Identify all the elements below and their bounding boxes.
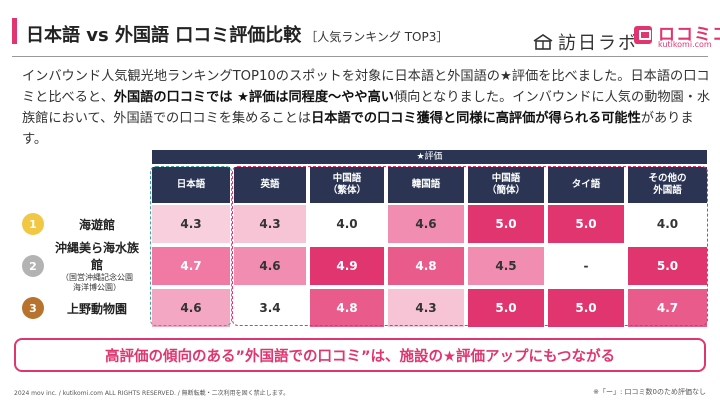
rank-badge: 2 [22,255,44,277]
rating-cell: 4.3 [234,205,306,243]
rating-cell: 5.0 [548,289,624,327]
rating-cell: 4.7 [628,289,707,327]
rating-cell: 4.6 [152,289,230,327]
rating-cell: 5.0 [468,289,544,327]
rating-cell: 4.9 [310,247,384,285]
row-label: 上野動物園 [52,289,142,327]
title-accent-bar [12,18,17,44]
houjin-labo-text: 訪日ラボ [558,33,638,54]
rating-cell: 4.6 [388,205,464,243]
kutikomi-chat-icon [634,26,652,44]
rating-cell: 4.3 [388,289,464,327]
rating-cell: 4.0 [628,205,707,243]
column-header: 英語 [234,167,306,203]
intro-bold-2: 日本語での口コミ獲得と同様に高評価が得られる可能性 [311,111,641,126]
foreign-columns-frame [232,166,708,326]
column-header: 日本語 [152,167,230,203]
intro-text-1: インバウンド人気観光地ランキングTOP10のスポットを対象に日本語と外国語の★評… [22,69,710,105]
column-header: 中国語 （簡体） [468,167,544,203]
row-label: 海遊館 [52,205,142,243]
footer-note: ※「ー」: 口コミ数0のため評価なし [593,388,706,396]
rating-cell: 4.0 [310,205,384,243]
title-bar: 日本語 vs 外国語 口コミ評価比較 ［人気ランキング TOP3］ 訪日ラボ ロコ… [12,0,720,56]
kutikomi-url: kutikomi.com [658,40,712,49]
japanese-column-frame [150,166,232,326]
kutikomi-name: ロコミコム [658,25,720,45]
rating-cell: 4.8 [388,247,464,285]
column-header: その他の 外国語 [628,167,707,203]
rating-header-band: ★評価 [152,150,707,164]
rating-cell: 4.8 [310,289,384,327]
intro-bold-1: 外国語の口コミでは ★評価は同程度〜やや高い [113,90,394,105]
conclusion-callout: 高評価の傾向のある”外国語での口コミ”は、施設の★評価アップにもつながる [14,338,706,372]
rating-cell: - [548,247,624,285]
intro-paragraph: インバウンド人気観光地ランキングTOP10のスポットを対象に日本語と外国語の★評… [22,66,712,150]
rating-cell: 4.3 [152,205,230,243]
column-header: 中国語 （繁体） [310,167,384,203]
row-label: 沖縄美ら海水族館 （国営沖縄記念公園 海洋博公園） [52,241,142,292]
rating-cell: 5.0 [548,205,624,243]
intro-text-2: 傾向となりました。インバウンドに人気の動物園・水族館において、外国語での口コミを… [22,90,711,126]
footer-copyright: 2024 mov inc. / kutikomi.com ALL RIGHTS … [14,390,290,397]
facility-subname: （国営沖縄記念公園 [61,273,133,282]
rating-cell: 4.6 [234,247,306,285]
page-title: 日本語 vs 外国語 口コミ評価比較 ［人気ランキング TOP3］ [26,21,448,47]
facility-subname: 海洋博公園） [73,283,121,292]
facility-name: 上野動物園 [66,301,127,316]
rating-cell: 4.7 [152,247,230,285]
rating-cell: 5.0 [628,247,707,285]
page-subtitle: ［人気ランキング TOP3］ [305,30,449,44]
rank-badge: 3 [22,297,44,319]
page-title-text: 日本語 vs 外国語 口コミ評価比較 [26,25,302,46]
title-divider [12,56,708,57]
building-icon [533,34,553,50]
houjin-labo-logo: 訪日ラボ [532,29,638,55]
rating-cell: 3.4 [234,289,306,327]
intro-text-3: があります。 [22,111,694,147]
rank-badge: 1 [22,213,44,235]
facility-name: 沖縄美ら海水族館 [54,241,139,272]
facility-name: 海遊館 [78,217,115,232]
column-header: 韓国語 [388,167,464,203]
rating-cell: 4.5 [468,247,544,285]
column-header: タイ語 [548,167,624,203]
rating-cell: 5.0 [468,205,544,243]
